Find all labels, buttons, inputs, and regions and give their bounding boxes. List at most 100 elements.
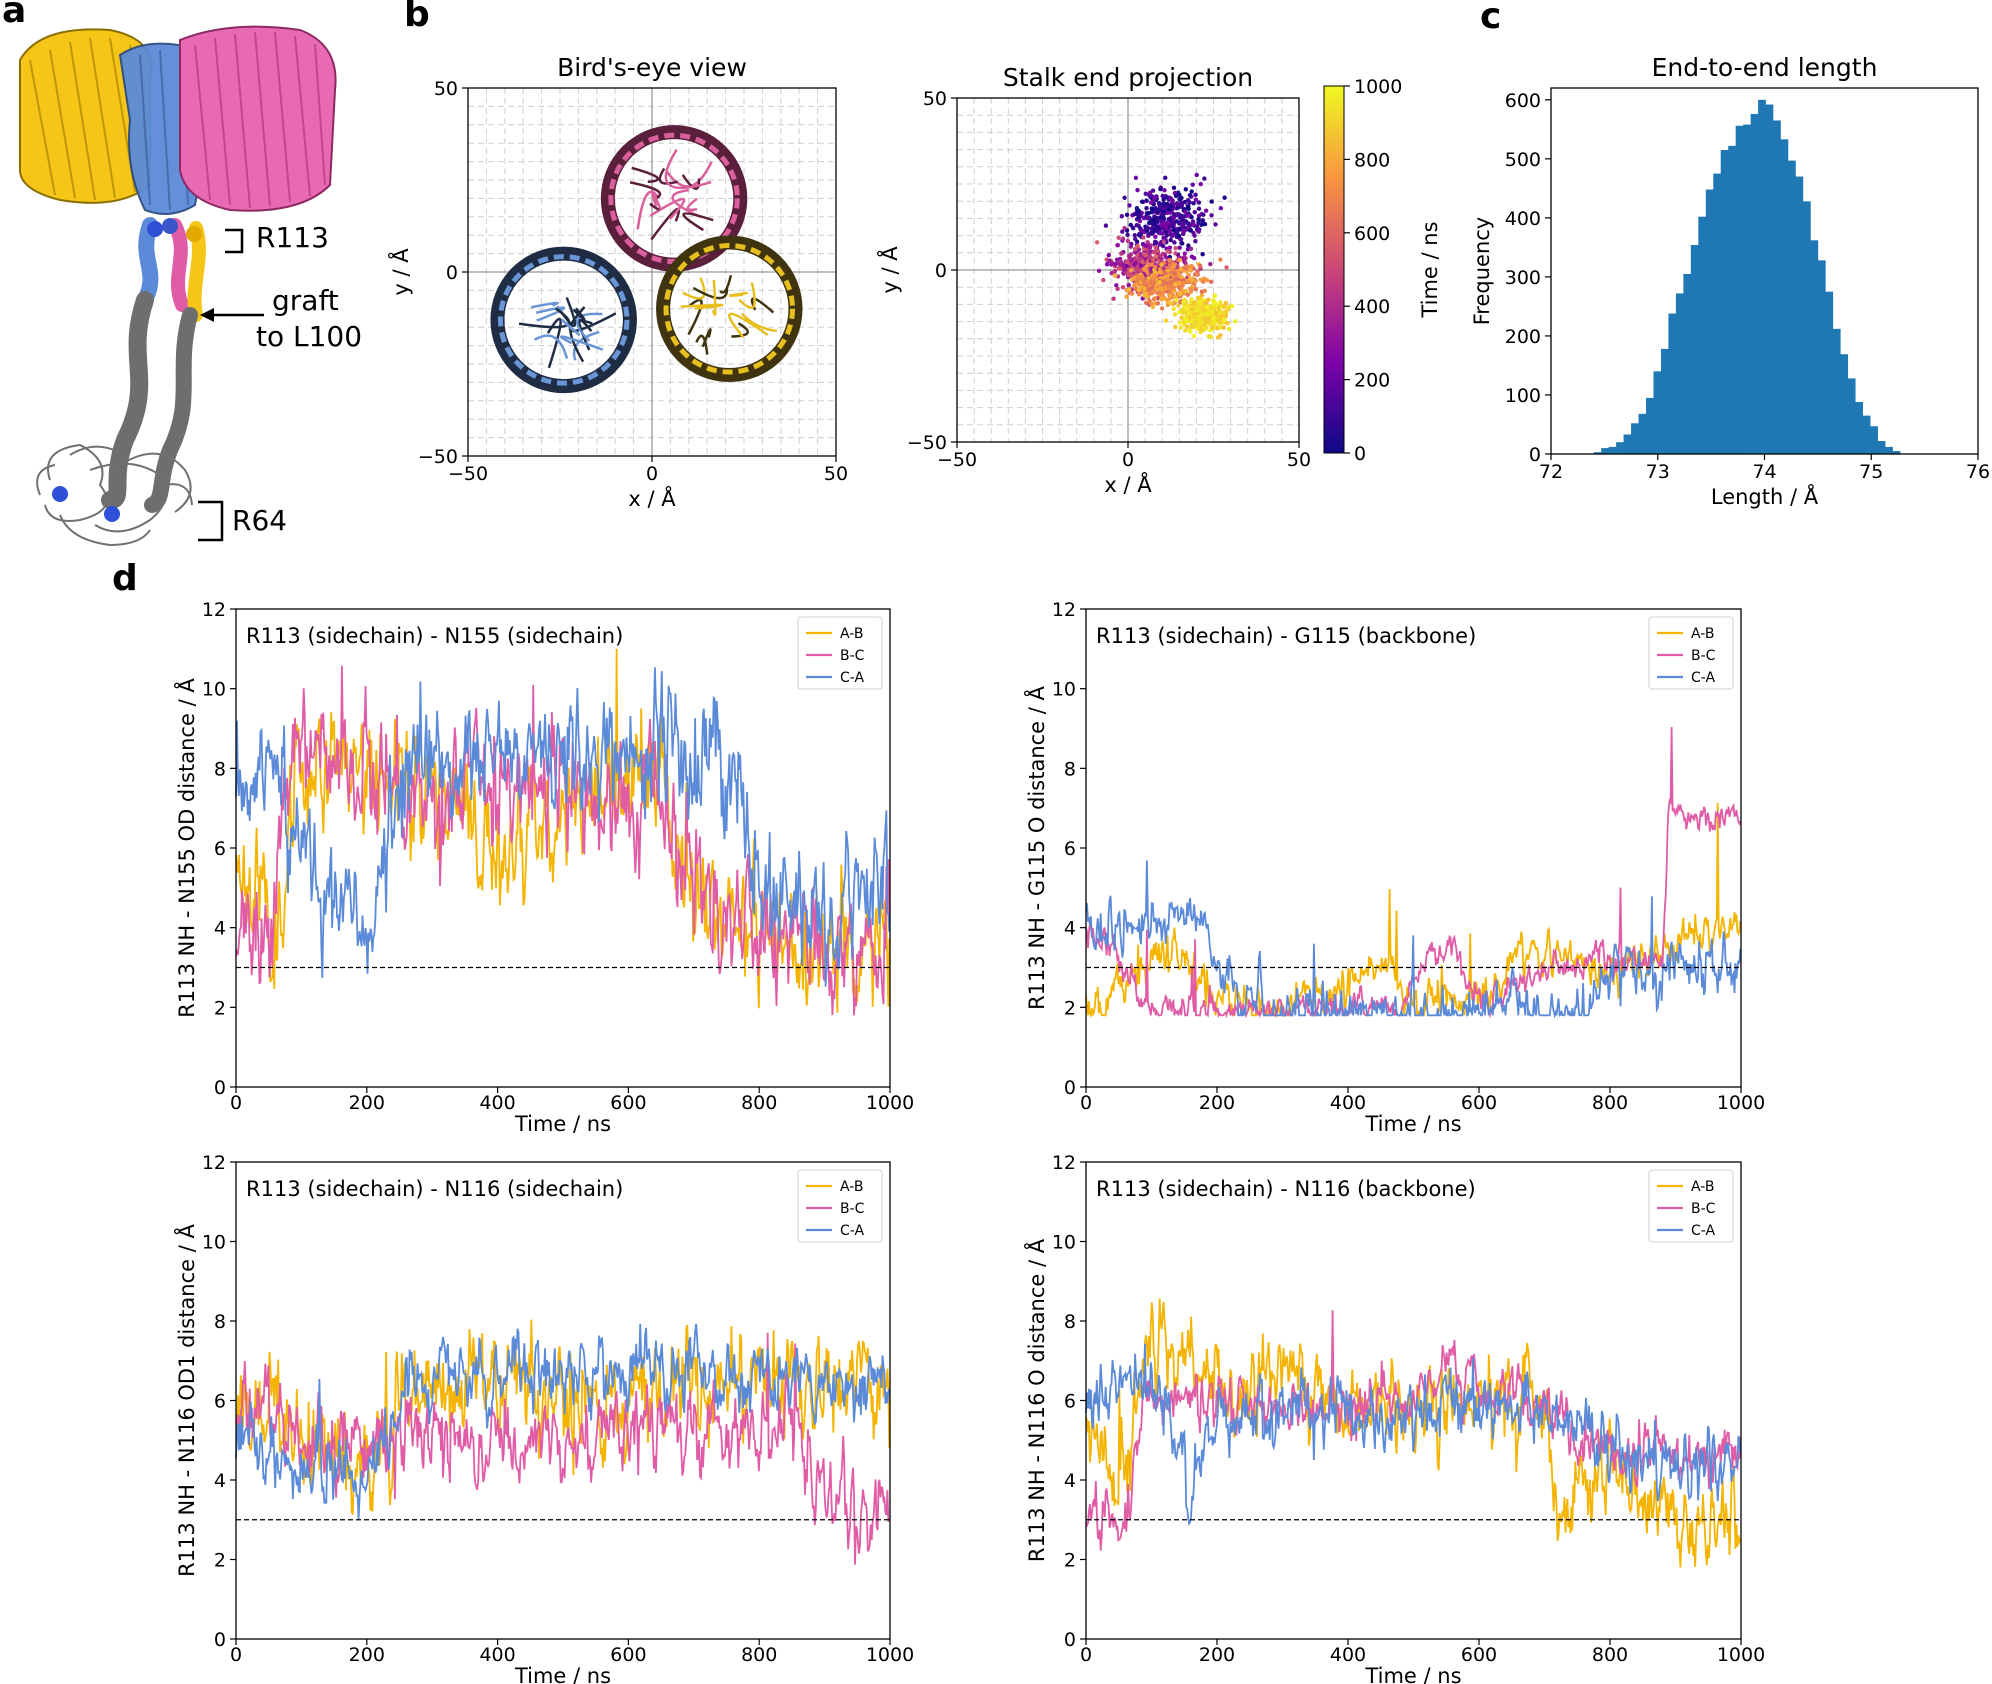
scatter-point — [1149, 206, 1154, 211]
scatter-point — [1160, 193, 1165, 199]
scatter-point — [1167, 229, 1172, 234]
scatter-point — [1179, 215, 1185, 221]
scatter-point — [1198, 181, 1203, 187]
y-axis-label: R113 NH - N116 OD1 distance / Å — [173, 1223, 199, 1576]
scatter-point — [1209, 213, 1214, 218]
histogram-bar — [1728, 145, 1736, 454]
scatter-point — [1185, 264, 1190, 269]
histogram-bar — [1885, 446, 1893, 454]
scatter-point — [1161, 235, 1166, 240]
scatter-point — [1200, 317, 1205, 322]
barrel-loop-A — [728, 312, 769, 339]
x-tick-label: −50 — [448, 463, 488, 485]
y-tick-label: 2 — [214, 1550, 226, 1572]
scatter-point — [1124, 294, 1129, 299]
chart-title: End-to-end length — [1652, 53, 1878, 82]
scatter-point — [1126, 282, 1131, 288]
scatter-point — [1141, 288, 1146, 294]
scatter-point — [1147, 190, 1153, 195]
scatter-point — [1143, 243, 1149, 249]
panel-letter-a: a — [2, 0, 26, 31]
scatter-point — [1164, 233, 1169, 238]
barrel-loop-A — [741, 312, 777, 333]
scatter-point — [1178, 291, 1183, 297]
y-tick-label: 2 — [1064, 997, 1076, 1019]
scatter-point — [1132, 211, 1138, 217]
scatter-point — [1196, 213, 1202, 218]
x-tick-label: 600 — [1461, 1644, 1497, 1666]
scatter-point — [1177, 192, 1182, 198]
scatter-point — [1164, 226, 1169, 231]
histogram-bar — [1795, 176, 1804, 454]
x-tick-label: 200 — [349, 1092, 385, 1114]
y-tick-label: 12 — [202, 1152, 226, 1174]
scatter-point — [1104, 262, 1110, 267]
barrel-loop-B — [686, 197, 698, 212]
series-line-b-c — [235, 665, 891, 1016]
scatter-point — [1191, 333, 1197, 339]
scatter-point — [1141, 235, 1146, 240]
x-axis-label: Length / Å — [1711, 483, 1819, 509]
series-line-b-c — [235, 1332, 891, 1565]
histogram-bar — [1825, 291, 1834, 454]
scatter-point — [1203, 208, 1209, 213]
scatter-point — [1180, 283, 1185, 288]
scatter-point — [1186, 243, 1191, 248]
scatter-point — [1202, 176, 1207, 181]
scatter-point — [1138, 213, 1143, 219]
scatter-point — [1165, 268, 1171, 274]
scatter-point — [1217, 318, 1222, 324]
x-tick-label: 400 — [1330, 1644, 1366, 1666]
chart-d4: 0 200 400 600 800 1000 0 2 4 6 8 10 12 Time / ns R113 … — [1023, 1152, 1765, 1684]
scatter-point — [1223, 313, 1229, 319]
chart-birdseye: −50 0 50 −50 0 50 x / Å y / Å Bird's-eye view — [387, 53, 848, 511]
x-tick-label: 800 — [1592, 1644, 1628, 1666]
x-tick-label: 400 — [479, 1092, 515, 1114]
x-tick-label: 600 — [610, 1644, 646, 1666]
legend-label: B-C — [1691, 648, 1716, 664]
barrel-loop-C — [560, 335, 604, 351]
scatter-point — [1199, 222, 1204, 227]
scatter-point — [1171, 262, 1176, 267]
scatter-point — [1202, 288, 1208, 294]
y-tick-label: 6 — [1064, 838, 1076, 860]
scatter-point — [1126, 253, 1132, 259]
scatter-point — [1201, 279, 1206, 284]
scatter-point — [1193, 238, 1198, 244]
scatter-point — [1177, 280, 1182, 285]
scatter-point — [1120, 236, 1126, 241]
scatter-point — [1149, 262, 1155, 267]
scatter-point — [1172, 240, 1177, 245]
legend-box — [797, 616, 883, 690]
scatter-point — [1135, 243, 1140, 249]
legend-box — [1648, 1169, 1734, 1243]
scatter-point — [1160, 282, 1166, 287]
scatter-point — [1118, 259, 1123, 264]
scatter-point — [1153, 264, 1158, 270]
scatter-point — [1199, 326, 1204, 331]
scatter-point — [1159, 222, 1164, 227]
scatter-point — [1191, 230, 1196, 236]
scatter-point — [1133, 175, 1139, 181]
legend-label: B-C — [1691, 1201, 1716, 1217]
scatter-point — [1160, 252, 1165, 257]
residue-r64-b — [104, 506, 120, 522]
scatter-point — [1126, 287, 1132, 292]
scatter-point — [1218, 302, 1224, 308]
scatter-point — [1133, 260, 1138, 266]
scatter-point — [1204, 300, 1209, 305]
scatter-point — [1144, 198, 1149, 203]
scatter-point — [1168, 196, 1173, 201]
scatter-point — [1177, 227, 1182, 232]
scatter-point — [1168, 237, 1173, 243]
scatter-point — [1195, 295, 1201, 301]
barrel-loop-B — [631, 166, 660, 184]
scatter-point — [1196, 216, 1201, 222]
scatter-point — [1138, 227, 1144, 233]
scatter-point — [1135, 252, 1140, 258]
histogram-bar — [1832, 328, 1841, 454]
barrel-loop-A — [687, 298, 703, 336]
histogram-bar — [1675, 293, 1684, 454]
legend-label: C-A — [840, 1223, 865, 1239]
